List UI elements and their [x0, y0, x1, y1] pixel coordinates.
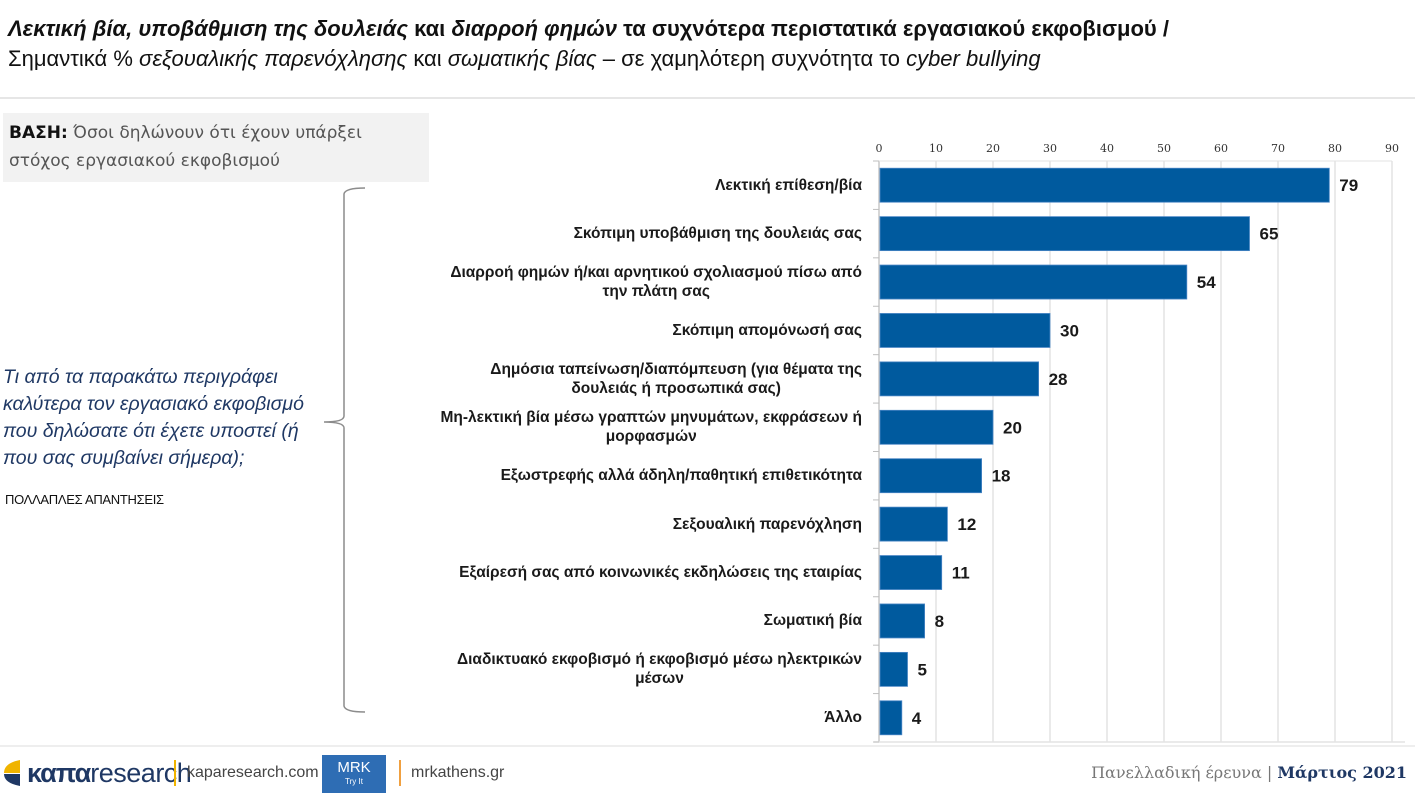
survey-question: Τι από τα παρακάτω περιγράφει καλύτερα τ…	[3, 366, 304, 469]
title-line-1-segment: Λεκτική βία, υποβάθμιση της δουλειάς	[8, 16, 408, 41]
bar-value-label: 12	[957, 515, 976, 534]
base-note-box: ΒΑΣΗ: Όσοι δηλώνουν ότι έχουν υπάρξει στ…	[3, 113, 429, 182]
category-label: Σεξουαλική παρενόχληση	[382, 500, 862, 548]
kapa-logo-icon	[4, 760, 20, 786]
curly-bracket	[323, 187, 366, 713]
category-label: Δημόσια ταπείνωση/διαπόμπευση (για θέματ…	[382, 355, 862, 403]
category-label-text: Εξαίρεσή σας από κοινωνικές εκδηλώσεις τ…	[459, 564, 862, 582]
category-label: Διαδικτυακό εκφοβισμό ή εκφοβισμό μέσω η…	[382, 645, 862, 693]
category-label-text: Σεξουαλική παρενόχληση	[672, 515, 862, 533]
category-label: Σωματική βία	[382, 597, 862, 645]
title-line-2-segment: και	[407, 46, 448, 71]
footer-divider	[0, 745, 1415, 747]
bar-value-label: 4	[912, 709, 922, 728]
title-line-2-segment: σεξουαλικής παρενόχλησης	[139, 46, 408, 71]
bar	[879, 264, 1188, 300]
category-label-text: Σκόπιμη απομόνωσή σας	[672, 321, 862, 339]
category-label-text: Άλλο	[824, 709, 862, 727]
category-label: Άλλο	[382, 694, 862, 742]
category-label-text: Διαρροή φημών ή/και αρνητικού σχολιασμού…	[450, 264, 862, 301]
footer-separator	[174, 760, 176, 786]
bar	[879, 603, 925, 639]
survey-date: Μάρτιος 2021	[1277, 763, 1407, 782]
mrk-logo-badge: MRK Try It	[322, 755, 386, 793]
title-line-1-segment: τα συχνότερα περιστατικά εργασιακού εκφο…	[616, 16, 1169, 41]
category-label: Εξαίρεσή σας από κοινωνικές εκδηλώσεις τ…	[382, 548, 862, 596]
category-label-text: Δημόσια ταπείνωση/διαπόμπευση (για θέματ…	[490, 360, 862, 397]
base-label: ΒΑΣΗ:	[9, 123, 68, 143]
category-label-text: Σωματική βία	[763, 612, 862, 630]
bar-value-label: 18	[992, 467, 1011, 486]
bar-value-label: 5	[918, 660, 927, 679]
title-line-2: Σημαντικά % σεξουαλικής παρενόχλησης και…	[8, 44, 1408, 74]
footer-separator-2	[399, 760, 401, 786]
logo-research-text: research	[90, 757, 192, 788]
category-label-text: Σκόπιμη υποβάθμιση της δουλειάς σας	[573, 225, 862, 243]
bar-value-label: 79	[1339, 176, 1358, 195]
bar-value-label: 65	[1260, 225, 1279, 244]
title-line-2-segment: cyber bullying	[906, 46, 1041, 71]
category-label: Διαρροή φημών ή/και αρνητικού σχολιασμού…	[382, 258, 862, 306]
bar	[879, 216, 1250, 252]
category-label: Εξωστρεφής αλλά άδηλη/παθητική επιθετικό…	[382, 452, 862, 500]
bar	[879, 167, 1330, 203]
category-label-text: Διαδικτυακό εκφοβισμό ή εκφοβισμό μέσω η…	[456, 651, 862, 688]
mrk-badge-text: MRK	[337, 759, 371, 776]
category-label-text: Μη-λεκτική βία μέσω γραπτών μηνυμάτων, ε…	[440, 409, 862, 446]
header-divider	[0, 97, 1415, 99]
title-line-1: Λεκτική βία, υποβάθμιση της δουλειάς και…	[8, 14, 1408, 44]
page-title: Λεκτική βία, υποβάθμιση της δουλειάς και…	[8, 14, 1408, 74]
x-tick-label: 0	[876, 142, 883, 155]
x-tick-label: 10	[929, 142, 943, 155]
category-label-text: Λεκτική επίθεση/βία	[715, 176, 862, 194]
survey-label: Πανελλαδική έρευνα |	[1091, 763, 1278, 782]
x-tick-label: 40	[1100, 142, 1114, 155]
title-line-1-segment: και	[407, 16, 452, 41]
x-tick-label: 30	[1043, 142, 1057, 155]
title-line-2-segment: Σημαντικά %	[8, 46, 140, 71]
bar-value-label: 28	[1049, 370, 1068, 389]
x-tick-label: 50	[1157, 142, 1171, 155]
logo-kana-text: καπα	[27, 757, 91, 788]
category-label: Μη-λεκτική βία μέσω γραπτών μηνυμάτων, ε…	[382, 403, 862, 451]
kapa-research-logo: καπα research	[2, 757, 192, 788]
x-tick-label: 80	[1328, 142, 1342, 155]
bar	[879, 313, 1051, 348]
category-label: Σκόπιμη απομόνωσή σας	[382, 306, 862, 354]
bar-value-label: 11	[952, 564, 970, 583]
multiple-answers-note: ΠΟΛΛΑΠΛΕΣ ΑΠΑΝΤΗΣΕΙΣ	[5, 492, 164, 507]
category-label: Σκόπιμη υποβάθμιση της δουλειάς σας	[382, 209, 862, 257]
bar	[879, 506, 948, 542]
title-line-2-segment: σωματικής βίας	[447, 46, 597, 71]
kaparesearch-link[interactable]: kaparesearch.com	[187, 764, 319, 781]
category-label: Λεκτική επίθεση/βία	[382, 161, 862, 209]
bar-value-label: 54	[1197, 273, 1216, 292]
bar-value-label: 20	[1003, 418, 1022, 437]
bar	[879, 651, 908, 687]
bar	[879, 555, 943, 590]
category-label-text: Εξωστρεφής αλλά άδηλη/παθητική επιθετικό…	[500, 467, 862, 485]
x-tick-label: 90	[1385, 142, 1399, 155]
mrkathens-link[interactable]: mrkathens.gr	[411, 764, 505, 781]
mrk-tagline: Try It	[345, 777, 363, 786]
x-tick-label: 20	[986, 142, 1000, 155]
x-tick-label: 70	[1271, 142, 1285, 155]
base-text-line-1: Όσοι δηλώνουν ότι έχουν υπάρξει	[67, 123, 362, 143]
bar-value-label: 30	[1060, 321, 1079, 340]
bar-value-label: 8	[935, 612, 944, 631]
bar	[879, 458, 982, 494]
x-tick-label: 60	[1214, 142, 1228, 155]
title-line-1-segment: διαρροή φημών	[451, 16, 617, 41]
title-line-2-segment: – σε χαμηλότερη συχνότητα το	[596, 46, 907, 71]
bar	[879, 361, 1040, 397]
bar	[879, 700, 903, 736]
base-text-line-2: στόχος εργασιακού εκφοβισμού	[9, 151, 280, 171]
survey-info: Πανελλαδική έρευνα | Μάρτιος 2021	[1091, 763, 1407, 782]
bar	[879, 409, 994, 445]
